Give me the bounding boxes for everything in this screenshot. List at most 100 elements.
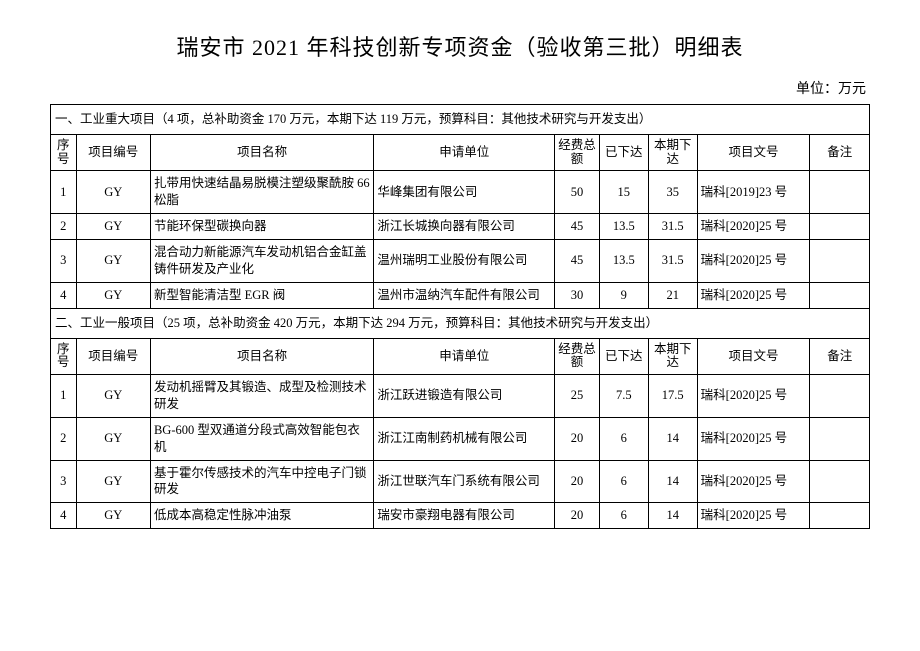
col-issue: 本期下达 bbox=[648, 134, 697, 171]
cell-name: 基于霍尔传感技术的汽车中控电子门锁研发 bbox=[150, 460, 373, 503]
section-a-heading-row: 一、工业重大项目（4 项，总补助资金 170 万元，本期下达 119 万元，预算… bbox=[51, 105, 870, 135]
section-b-header: 序号 项目编号 项目名称 申请单位 经费总额 已下达 本期下达 项目文号 备注 bbox=[51, 338, 870, 375]
table-row: 3 GY 混合动力新能源汽车发动机铝合金缸盖铸件研发及产业化 温州瑞明工业股份有… bbox=[51, 240, 870, 283]
cell-total: 25 bbox=[555, 375, 600, 418]
cell-issue: 35 bbox=[648, 171, 697, 214]
cell-code: GY bbox=[76, 214, 150, 240]
cell-issue: 17.5 bbox=[648, 375, 697, 418]
col-name: 项目名称 bbox=[150, 338, 373, 375]
cell-code: GY bbox=[76, 503, 150, 529]
col-doc: 项目文号 bbox=[697, 134, 810, 171]
cell-unit: 浙江长城换向器有限公司 bbox=[374, 214, 555, 240]
cell-unit: 浙江跃进锻造有限公司 bbox=[374, 375, 555, 418]
cell-name: 扎带用快速结晶易脱模注塑级聚酰胺 66 松脂 bbox=[150, 171, 373, 214]
cell-paid: 6 bbox=[599, 503, 648, 529]
cell-note bbox=[810, 171, 870, 214]
cell-code: GY bbox=[76, 375, 150, 418]
cell-doc: 瑞科[2020]25 号 bbox=[697, 460, 810, 503]
cell-seq: 2 bbox=[51, 417, 77, 460]
unit-label: 单位：万元 bbox=[50, 78, 870, 98]
col-seq: 序号 bbox=[51, 338, 77, 375]
cell-name: 节能环保型碳换向器 bbox=[150, 214, 373, 240]
table-row: 2 GY BG-600 型双通道分段式高效智能包衣机 浙江江南制药机械有限公司 … bbox=[51, 417, 870, 460]
cell-paid: 13.5 bbox=[599, 214, 648, 240]
col-note: 备注 bbox=[810, 338, 870, 375]
cell-doc: 瑞科[2020]25 号 bbox=[697, 417, 810, 460]
cell-note bbox=[810, 214, 870, 240]
cell-paid: 6 bbox=[599, 460, 648, 503]
cell-code: GY bbox=[76, 282, 150, 308]
cell-doc: 瑞科[2020]25 号 bbox=[697, 375, 810, 418]
cell-code: GY bbox=[76, 417, 150, 460]
col-paid: 已下达 bbox=[599, 338, 648, 375]
col-name: 项目名称 bbox=[150, 134, 373, 171]
col-code: 项目编号 bbox=[76, 338, 150, 375]
cell-name: 低成本高稳定性脉冲油泵 bbox=[150, 503, 373, 529]
cell-issue: 31.5 bbox=[648, 214, 697, 240]
section-b-heading: 二、工业一般项目（25 项，总补助资金 420 万元，本期下达 294 万元，预… bbox=[51, 308, 870, 338]
cell-issue: 31.5 bbox=[648, 240, 697, 283]
cell-total: 50 bbox=[555, 171, 600, 214]
table-row: 3 GY 基于霍尔传感技术的汽车中控电子门锁研发 浙江世联汽车门系统有限公司 2… bbox=[51, 460, 870, 503]
cell-doc: 瑞科[2020]25 号 bbox=[697, 240, 810, 283]
col-paid: 已下达 bbox=[599, 134, 648, 171]
col-code: 项目编号 bbox=[76, 134, 150, 171]
section-b-heading-row: 二、工业一般项目（25 项，总补助资金 420 万元，本期下达 294 万元，预… bbox=[51, 308, 870, 338]
cell-note bbox=[810, 503, 870, 529]
section-a-heading: 一、工业重大项目（4 项，总补助资金 170 万元，本期下达 119 万元，预算… bbox=[51, 105, 870, 135]
cell-unit: 温州瑞明工业股份有限公司 bbox=[374, 240, 555, 283]
table-row: 1 GY 发动机摇臂及其锻造、成型及检测技术研发 浙江跃进锻造有限公司 25 7… bbox=[51, 375, 870, 418]
cell-doc: 瑞科[2019]23 号 bbox=[697, 171, 810, 214]
cell-name: 新型智能清洁型 EGR 阀 bbox=[150, 282, 373, 308]
cell-paid: 13.5 bbox=[599, 240, 648, 283]
cell-total: 45 bbox=[555, 240, 600, 283]
cell-unit: 瑞安市豪翔电器有限公司 bbox=[374, 503, 555, 529]
cell-name: BG-600 型双通道分段式高效智能包衣机 bbox=[150, 417, 373, 460]
cell-name: 发动机摇臂及其锻造、成型及检测技术研发 bbox=[150, 375, 373, 418]
cell-issue: 21 bbox=[648, 282, 697, 308]
col-total: 经费总额 bbox=[555, 338, 600, 375]
cell-total: 30 bbox=[555, 282, 600, 308]
cell-note bbox=[810, 282, 870, 308]
cell-unit: 华峰集团有限公司 bbox=[374, 171, 555, 214]
cell-note bbox=[810, 375, 870, 418]
cell-total: 20 bbox=[555, 503, 600, 529]
cell-doc: 瑞科[2020]25 号 bbox=[697, 503, 810, 529]
col-total: 经费总额 bbox=[555, 134, 600, 171]
cell-code: GY bbox=[76, 460, 150, 503]
cell-doc: 瑞科[2020]25 号 bbox=[697, 214, 810, 240]
cell-note bbox=[810, 460, 870, 503]
cell-issue: 14 bbox=[648, 417, 697, 460]
cell-note bbox=[810, 240, 870, 283]
cell-seq: 4 bbox=[51, 503, 77, 529]
cell-paid: 15 bbox=[599, 171, 648, 214]
cell-unit: 温州市温纳汽车配件有限公司 bbox=[374, 282, 555, 308]
table-row: 4 GY 低成本高稳定性脉冲油泵 瑞安市豪翔电器有限公司 20 6 14 瑞科[… bbox=[51, 503, 870, 529]
cell-issue: 14 bbox=[648, 503, 697, 529]
cell-seq: 2 bbox=[51, 214, 77, 240]
cell-seq: 4 bbox=[51, 282, 77, 308]
col-doc: 项目文号 bbox=[697, 338, 810, 375]
cell-seq: 3 bbox=[51, 240, 77, 283]
cell-note bbox=[810, 417, 870, 460]
section-a-header: 序号 项目编号 项目名称 申请单位 经费总额 已下达 本期下达 项目文号 备注 bbox=[51, 134, 870, 171]
col-issue: 本期下达 bbox=[648, 338, 697, 375]
cell-doc: 瑞科[2020]25 号 bbox=[697, 282, 810, 308]
cell-seq: 1 bbox=[51, 375, 77, 418]
table-row: 2 GY 节能环保型碳换向器 浙江长城换向器有限公司 45 13.5 31.5 … bbox=[51, 214, 870, 240]
cell-unit: 浙江江南制药机械有限公司 bbox=[374, 417, 555, 460]
cell-paid: 9 bbox=[599, 282, 648, 308]
cell-issue: 14 bbox=[648, 460, 697, 503]
col-applicant: 申请单位 bbox=[374, 338, 555, 375]
table-row: 1 GY 扎带用快速结晶易脱模注塑级聚酰胺 66 松脂 华峰集团有限公司 50 … bbox=[51, 171, 870, 214]
cell-code: GY bbox=[76, 171, 150, 214]
page-title: 瑞安市 2021 年科技创新专项资金（验收第三批）明细表 bbox=[50, 30, 870, 62]
cell-code: GY bbox=[76, 240, 150, 283]
cell-seq: 3 bbox=[51, 460, 77, 503]
col-seq: 序号 bbox=[51, 134, 77, 171]
cell-total: 45 bbox=[555, 214, 600, 240]
cell-total: 20 bbox=[555, 417, 600, 460]
table-row: 4 GY 新型智能清洁型 EGR 阀 温州市温纳汽车配件有限公司 30 9 21… bbox=[51, 282, 870, 308]
cell-unit: 浙江世联汽车门系统有限公司 bbox=[374, 460, 555, 503]
col-applicant: 申请单位 bbox=[374, 134, 555, 171]
